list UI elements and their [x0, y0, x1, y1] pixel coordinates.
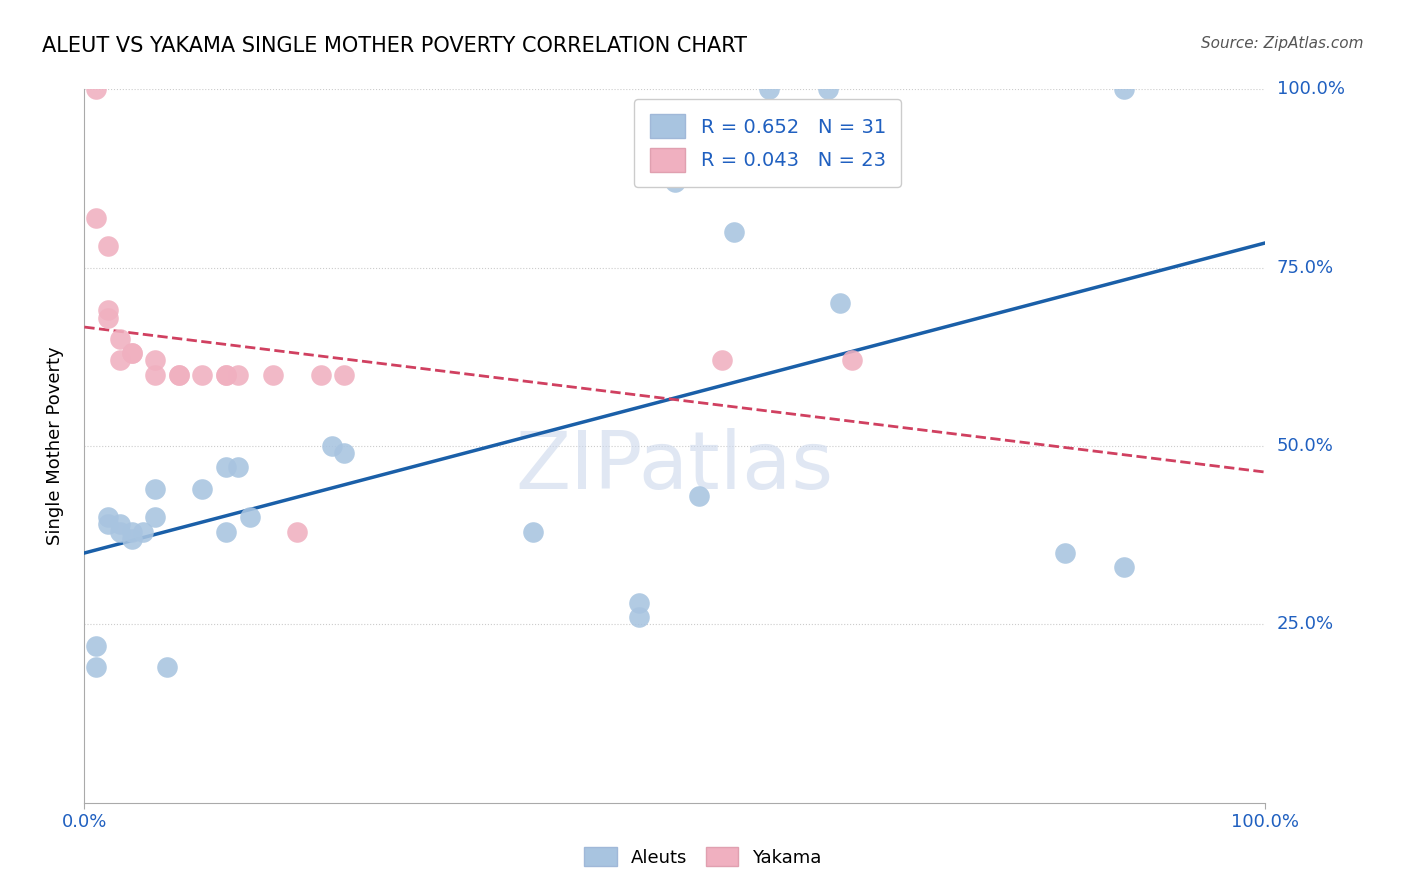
- Point: [84, 211, 107, 225]
- Point: [143, 353, 166, 368]
- Legend: Aleuts, Yakama: Aleuts, Yakama: [576, 840, 830, 874]
- Point: [321, 439, 343, 453]
- Point: [817, 82, 839, 96]
- Point: [758, 82, 780, 96]
- Point: [132, 524, 155, 539]
- Point: [215, 460, 238, 475]
- Point: [97, 239, 120, 253]
- Y-axis label: Single Mother Poverty: Single Mother Poverty: [45, 347, 63, 545]
- Point: [830, 296, 852, 310]
- Point: [628, 596, 651, 610]
- Point: [723, 225, 745, 239]
- Point: [309, 368, 332, 382]
- Text: Source: ZipAtlas.com: Source: ZipAtlas.com: [1201, 36, 1364, 51]
- Point: [167, 368, 190, 382]
- Point: [664, 175, 686, 189]
- Point: [215, 368, 238, 382]
- Point: [215, 368, 238, 382]
- Point: [688, 489, 710, 503]
- Text: 100.0%: 100.0%: [1277, 80, 1344, 98]
- Point: [262, 368, 284, 382]
- Text: ZIPatlas: ZIPatlas: [516, 428, 834, 507]
- Point: [108, 524, 131, 539]
- Text: ALEUT VS YAKAMA SINGLE MOTHER POVERTY CORRELATION CHART: ALEUT VS YAKAMA SINGLE MOTHER POVERTY CO…: [42, 36, 747, 55]
- Text: 75.0%: 75.0%: [1277, 259, 1334, 277]
- Point: [711, 353, 734, 368]
- Point: [215, 524, 238, 539]
- Point: [108, 332, 131, 346]
- Point: [108, 353, 131, 368]
- Point: [191, 482, 214, 496]
- Point: [1053, 546, 1076, 560]
- Point: [226, 368, 249, 382]
- Point: [191, 368, 214, 382]
- Point: [841, 353, 863, 368]
- Point: [143, 482, 166, 496]
- Point: [143, 368, 166, 382]
- Point: [285, 524, 308, 539]
- Point: [1112, 560, 1135, 574]
- Point: [121, 524, 143, 539]
- Point: [121, 346, 143, 360]
- Point: [84, 639, 107, 653]
- Point: [97, 510, 120, 524]
- Point: [97, 310, 120, 325]
- Point: [84, 660, 107, 674]
- Point: [121, 346, 143, 360]
- Point: [143, 510, 166, 524]
- Legend: R = 0.652   N = 31, R = 0.043   N = 23: R = 0.652 N = 31, R = 0.043 N = 23: [634, 99, 901, 187]
- Point: [97, 517, 120, 532]
- Point: [1112, 82, 1135, 96]
- Point: [167, 368, 190, 382]
- Point: [333, 368, 356, 382]
- Point: [628, 610, 651, 624]
- Point: [239, 510, 262, 524]
- Text: 25.0%: 25.0%: [1277, 615, 1334, 633]
- Point: [333, 446, 356, 460]
- Point: [97, 303, 120, 318]
- Text: 50.0%: 50.0%: [1277, 437, 1333, 455]
- Point: [226, 460, 249, 475]
- Point: [84, 82, 107, 96]
- Point: [121, 532, 143, 546]
- Point: [108, 517, 131, 532]
- Point: [156, 660, 179, 674]
- Point: [522, 524, 544, 539]
